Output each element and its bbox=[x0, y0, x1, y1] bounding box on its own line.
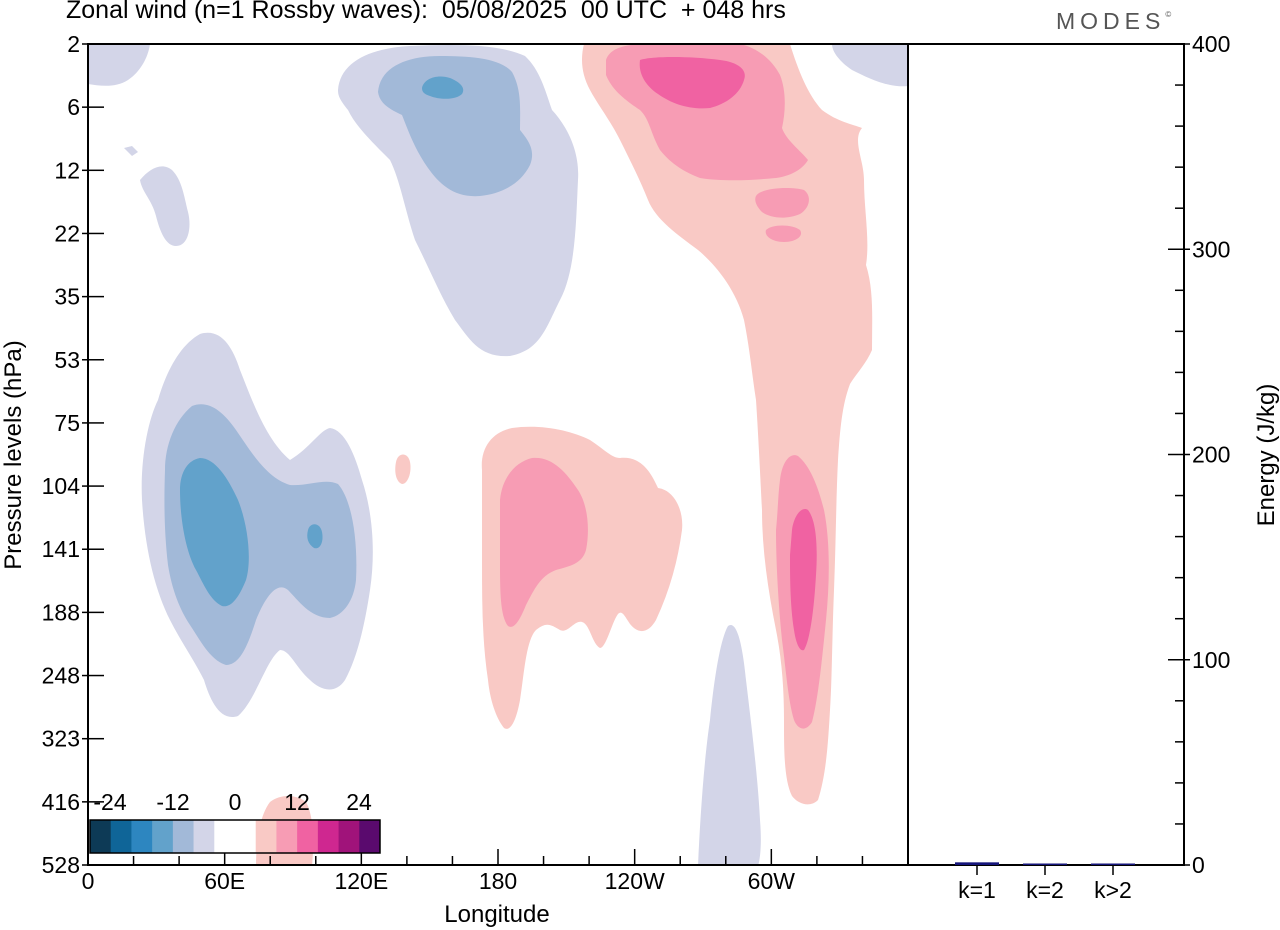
contour-positive-lower-speck bbox=[395, 454, 411, 484]
x-tick-label-0: 0 bbox=[82, 868, 95, 894]
colorbar-swatch-2 bbox=[131, 820, 153, 853]
y-tick-label-8: 141 bbox=[42, 536, 80, 562]
contour-negative-upper-core bbox=[422, 76, 464, 99]
y-tick-label-7: 104 bbox=[42, 473, 81, 499]
contour-positive-deep-core bbox=[790, 509, 817, 651]
y-tick-label-12: 416 bbox=[42, 789, 80, 815]
colorbar-swatch-9 bbox=[276, 820, 298, 853]
contour-negative-lower-core-speck bbox=[307, 524, 323, 549]
y-tick-label-10: 248 bbox=[42, 663, 80, 689]
bar-label-k>2: k>2 bbox=[1094, 877, 1132, 903]
brand-logo: MODES© bbox=[1056, 8, 1171, 35]
energy-plot-frame bbox=[907, 43, 1185, 866]
colorbar-label-0: -24 bbox=[93, 789, 126, 815]
contour-positive-lower-mid bbox=[500, 457, 588, 627]
energy-axis-title: Energy (J/kg) bbox=[1253, 384, 1280, 527]
contour-positive-plume-blob1 bbox=[755, 188, 809, 218]
y-tick-label-3: 22 bbox=[54, 220, 80, 246]
contour-field bbox=[88, 44, 908, 865]
colorbar-label-2: 0 bbox=[229, 789, 242, 815]
colorbar-swatch-6 bbox=[214, 820, 236, 853]
y-tick-label-2: 12 bbox=[54, 157, 80, 183]
colorbar-swatch-7 bbox=[235, 820, 257, 853]
colorbar-swatch-0 bbox=[90, 820, 112, 853]
bar-k=1 bbox=[955, 862, 999, 865]
colorbar-swatch-13 bbox=[359, 820, 381, 853]
energy-tick-label-3: 300 bbox=[1192, 236, 1230, 262]
y-tick-label-6: 75 bbox=[54, 410, 80, 436]
colorbar-swatch-1 bbox=[110, 820, 132, 853]
contour-negative-top-right bbox=[832, 44, 908, 87]
y-tick-label-11: 323 bbox=[42, 726, 80, 752]
bar-label-k=1: k=1 bbox=[958, 877, 996, 903]
bar-k=2 bbox=[1023, 863, 1067, 865]
energy-tick-label-0: 0 bbox=[1192, 852, 1205, 878]
contour-negative-top-left bbox=[88, 44, 150, 86]
x-tick-label-3: 180 bbox=[479, 868, 517, 894]
colorbar-swatch-12 bbox=[338, 820, 360, 853]
colorbar-label-3: 12 bbox=[284, 789, 310, 815]
pressure-axis: 2 6 12 22 35 53 75 104 141 188 248 323 416 528 bbox=[42, 31, 104, 878]
colorbar-label-1: -12 bbox=[156, 789, 189, 815]
y-tick-label-13: 528 bbox=[42, 852, 80, 878]
colorbar-frame bbox=[89, 819, 381, 854]
energy-bars: k=1 k=2 k>2 bbox=[955, 862, 1135, 903]
x-tick-label-1: 60E bbox=[204, 868, 245, 894]
x-tick-label-2: 120E bbox=[334, 868, 388, 894]
energy-axis: 0 100 200 300 400 bbox=[1168, 31, 1230, 878]
contour-negative-small-25e bbox=[140, 166, 190, 246]
colorbar-swatch-3 bbox=[152, 820, 174, 853]
y-tick-label-0: 2 bbox=[67, 31, 80, 57]
brand-mark: © bbox=[1165, 10, 1172, 19]
colorbar: -24 -12 0 12 24 bbox=[89, 789, 381, 854]
colorbar-label-4: 24 bbox=[346, 789, 372, 815]
bar-k>2 bbox=[1091, 863, 1135, 865]
contour-positive-plume-core bbox=[639, 57, 745, 109]
y-tick-label-9: 188 bbox=[42, 599, 80, 625]
contour-negative-speck bbox=[124, 146, 138, 156]
colorbar-swatch-5 bbox=[193, 820, 215, 853]
energy-tick-label-2: 200 bbox=[1192, 442, 1230, 468]
chart-title: Zonal wind (n=1 Rossby waves): 05/08/202… bbox=[66, 0, 786, 24]
x-tick-label-4: 120W bbox=[605, 868, 665, 894]
colorbar-swatch-8 bbox=[255, 820, 277, 853]
contour-negative-lower-core bbox=[180, 458, 249, 607]
contour-negative-surface bbox=[698, 624, 761, 865]
bar-label-k=2: k=2 bbox=[1026, 877, 1064, 903]
colorbar-swatch-10 bbox=[297, 820, 319, 853]
longitude-axis: 0 60E 120E 180 120W 60W bbox=[82, 849, 909, 894]
energy-tick-label-4: 400 bbox=[1192, 31, 1230, 57]
colorbar-swatch-4 bbox=[172, 820, 194, 853]
y-tick-label-1: 6 bbox=[67, 94, 80, 120]
x-axis-title: Longitude bbox=[444, 901, 549, 928]
energy-tick-label-1: 100 bbox=[1192, 647, 1230, 673]
x-tick-label-5: 60W bbox=[748, 868, 796, 894]
y-tick-label-5: 53 bbox=[54, 347, 80, 373]
contour-negative-upper-mid bbox=[378, 56, 533, 197]
colorbar-swatch-11 bbox=[317, 820, 339, 853]
brand-text: MODES bbox=[1056, 8, 1166, 34]
contour-positive-plume-blob2 bbox=[765, 225, 802, 242]
y-tick-label-4: 35 bbox=[54, 284, 80, 310]
y-axis-title: Pressure levels (hPa) bbox=[0, 340, 27, 569]
